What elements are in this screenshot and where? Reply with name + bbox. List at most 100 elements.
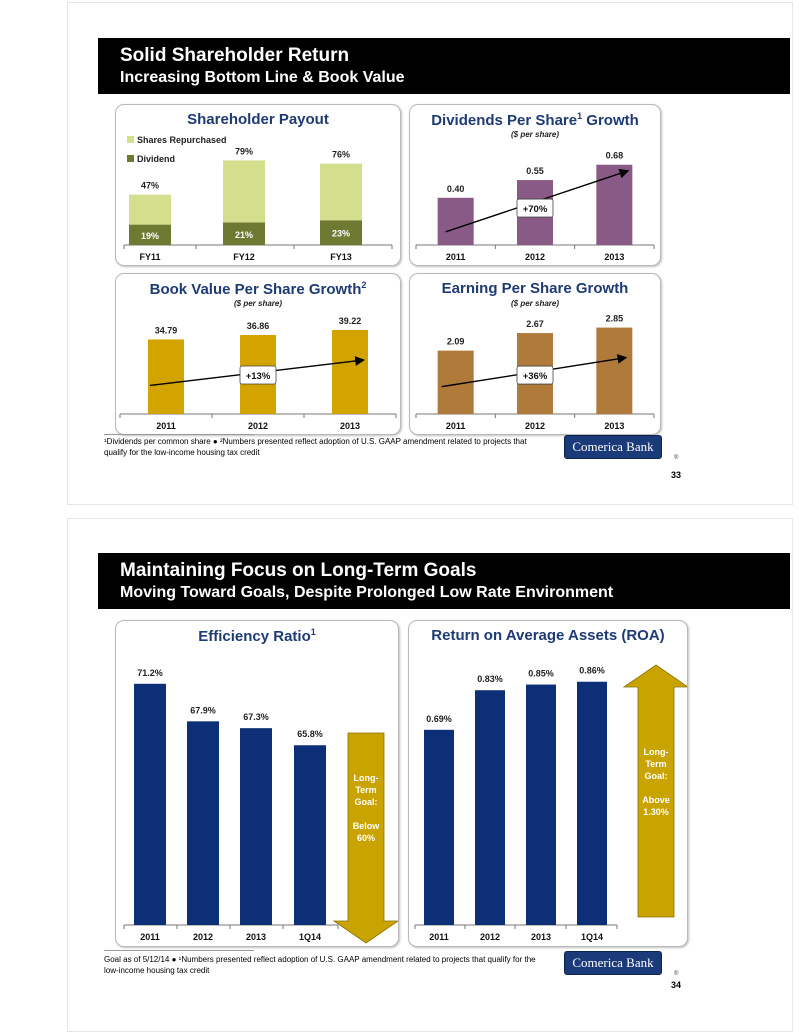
bar-2011 bbox=[437, 197, 474, 245]
legend-label: Shares Repurchased bbox=[137, 135, 227, 145]
panel-title: Efficiency Ratio1 bbox=[116, 627, 398, 645]
footnote-divider bbox=[104, 950, 254, 951]
legend-label: Dividend bbox=[137, 154, 175, 164]
x-tick-label: 1Q14 bbox=[581, 932, 603, 942]
footnote-line: qualify for the low-income housing tax c… bbox=[104, 448, 260, 457]
data-label: 39.22 bbox=[339, 316, 362, 326]
total-label: 47% bbox=[141, 181, 159, 191]
goal-text: Goal: bbox=[354, 797, 377, 807]
panel-earning-per-share: Earning Per Share Growth ($ per share) 2… bbox=[409, 273, 661, 435]
growth-label: +13% bbox=[246, 371, 271, 382]
slide-33: Solid Shareholder Return Increasing Bott… bbox=[67, 2, 793, 505]
goal-text: 60% bbox=[357, 833, 375, 843]
data-label: 2.09 bbox=[447, 337, 465, 347]
data-label: 71.2% bbox=[137, 668, 163, 678]
x-tick-label: FY13 bbox=[330, 252, 352, 262]
bar-1q14 bbox=[577, 681, 607, 925]
bar-1q14 bbox=[294, 745, 326, 925]
panel-title-text: Efficiency Ratio bbox=[198, 628, 311, 645]
data-label: 65.8% bbox=[297, 729, 323, 739]
panel-title-text: Dividends Per Share bbox=[431, 112, 578, 129]
data-label: 0.68 bbox=[606, 151, 624, 161]
dividend-label: 19% bbox=[141, 231, 159, 241]
slide-title: Maintaining Focus on Long-Term Goals bbox=[120, 560, 477, 581]
data-label: 36.86 bbox=[247, 321, 270, 331]
goal-text: Below bbox=[353, 821, 381, 831]
efficiency-ratio-chart: 71.2% 2011 67.9% 2012 67.3% 2013 65.8% 1Q14 Long… bbox=[123, 668, 398, 944]
goal-text: Long- bbox=[644, 747, 669, 757]
panel-title: Earning Per Share Growth bbox=[441, 280, 629, 297]
book-value-per-share-chart: 34.79 2011 36.86 2012 39.22 2013 +13% bbox=[119, 316, 397, 431]
goal-text: 1.30% bbox=[643, 807, 669, 817]
footnote-line: Goal as of 5/12/14 ● ¹Numbers presented … bbox=[104, 955, 536, 964]
bar-2013 bbox=[332, 329, 368, 414]
footnote-divider bbox=[104, 434, 254, 435]
x-tick-label: 1Q14 bbox=[299, 932, 321, 942]
data-label: 0.86% bbox=[579, 666, 605, 676]
goal-text: Goal: bbox=[644, 771, 667, 781]
x-tick-label: FY11 bbox=[139, 252, 160, 262]
bar-dividend bbox=[223, 222, 265, 245]
data-label: 0.85% bbox=[528, 669, 554, 679]
goal-text: Long- bbox=[354, 773, 379, 783]
panel-return-on-average-assets: Return on Average Assets (ROA) 0.69% 2011… bbox=[408, 620, 688, 947]
footnote-line: low-income housing tax credit bbox=[104, 966, 210, 975]
panel-title: Dividends Per Share1 Growth bbox=[410, 111, 660, 129]
x-tick-label: 2012 bbox=[525, 421, 545, 431]
panel-book-value-per-share: Book Value Per Share Growth2 ($ per shar… bbox=[115, 273, 401, 435]
panel-title: Shareholder Payout bbox=[187, 111, 329, 128]
growth-badge bbox=[516, 198, 554, 218]
footnote: Goal as of 5/12/14 ● ¹Numbers presented … bbox=[104, 954, 564, 976]
data-label: 0.83% bbox=[477, 674, 503, 684]
registered-mark: ® bbox=[674, 455, 679, 461]
bar-dividend bbox=[320, 220, 362, 245]
x-tick-label: 2013 bbox=[531, 932, 551, 942]
data-label: 0.55 bbox=[526, 166, 544, 176]
x-tick-label: 2013 bbox=[604, 421, 624, 431]
x-tick-label: 2012 bbox=[525, 252, 545, 262]
footnote-line: ¹Dividends per common share ● ²Numbers p… bbox=[104, 437, 527, 446]
x-tick-label: 2012 bbox=[248, 421, 268, 431]
footnote-mark: 2 bbox=[361, 280, 367, 290]
legend-swatch bbox=[127, 136, 134, 143]
panel-title: Return on Average Assets (ROA) bbox=[431, 627, 665, 644]
panel-shareholder-payout: Shareholder Payout 19% 47% FY11 21% 79% FY12 2… bbox=[115, 104, 401, 266]
slide-subtitle: Increasing Bottom Line & Book Value bbox=[120, 69, 405, 86]
dividends-per-share-chart: 0.40 2011 0.55 2012 0.68 2013 +70% bbox=[415, 151, 655, 262]
x-tick-label: 2011 bbox=[140, 932, 160, 942]
earning-per-share-chart: 2.09 2011 2.67 2012 2.85 2013 +36% bbox=[415, 314, 655, 431]
data-label: 67.3% bbox=[243, 712, 269, 722]
data-label: 0.69% bbox=[426, 714, 452, 724]
slide-title: Solid Shareholder Return bbox=[120, 45, 350, 66]
legend-swatch bbox=[127, 155, 134, 162]
data-label: 2.67 bbox=[526, 319, 544, 329]
shareholder-payout-chart: 19% 47% FY11 21% 79% FY12 23% 76% FY13 Shares Rep… bbox=[123, 135, 393, 262]
panel-efficiency-ratio: Efficiency Ratio1 71.2% 2011 67.9% 2012 67.3… bbox=[115, 620, 399, 947]
comerica-bank-logo: Comerica Bank bbox=[564, 435, 662, 459]
page-number: 33 bbox=[671, 470, 682, 480]
slide-34: Maintaining Focus on Long-Term Goals Mov… bbox=[67, 518, 793, 1032]
panel-dividends-per-share: Dividends Per Share1 Growth ($ per share… bbox=[409, 104, 661, 266]
page-number: 34 bbox=[671, 980, 682, 990]
bar-2013 bbox=[596, 327, 633, 414]
data-label: 34.79 bbox=[155, 325, 178, 335]
growth-badge bbox=[239, 365, 277, 385]
bar-2012 bbox=[187, 721, 219, 925]
footnote-mark: 1 bbox=[577, 111, 583, 121]
x-tick-label: 2013 bbox=[604, 252, 624, 262]
panel-subtitle: ($ per share) bbox=[510, 299, 560, 308]
x-tick-label: 2013 bbox=[340, 421, 360, 431]
bar-shares-repurchased bbox=[320, 163, 362, 221]
x-tick-label: 2011 bbox=[429, 932, 449, 942]
goal-arrow bbox=[332, 732, 398, 944]
bar-2012 bbox=[475, 690, 505, 925]
total-label: 76% bbox=[332, 150, 350, 160]
growth-badge bbox=[516, 365, 554, 385]
x-tick-label: FY12 bbox=[233, 252, 255, 262]
slide-banner: Maintaining Focus on Long-Term Goals Mov… bbox=[98, 553, 790, 609]
bar-dividend bbox=[129, 224, 171, 245]
footnote-mark: 1 bbox=[310, 627, 316, 637]
dividend-label: 21% bbox=[235, 230, 253, 240]
bar-2011 bbox=[134, 683, 166, 925]
data-label: 2.85 bbox=[606, 314, 624, 324]
